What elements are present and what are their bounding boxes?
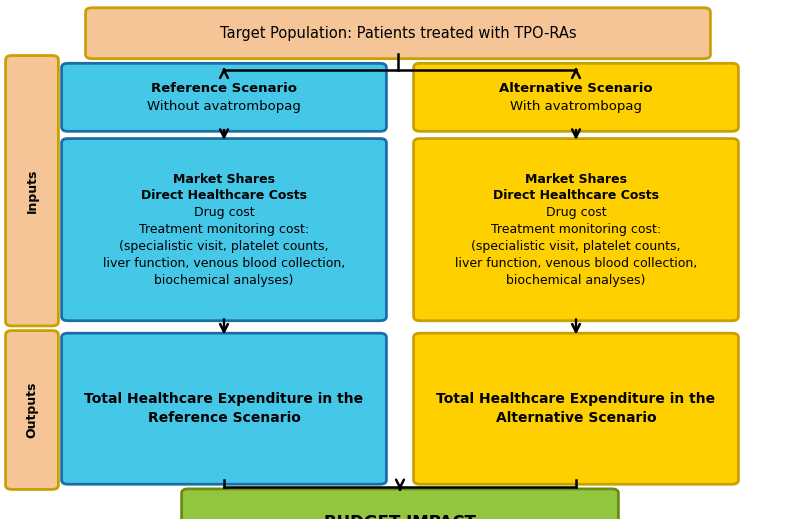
Text: With avatrombopag: With avatrombopag [510,100,642,113]
Text: Reference Scenario: Reference Scenario [151,82,297,95]
Text: Outputs: Outputs [26,382,38,438]
FancyBboxPatch shape [414,139,738,321]
Text: Without avatrombopag: Without avatrombopag [147,100,301,113]
Text: biochemical analyses): biochemical analyses) [506,274,646,287]
Text: Treatment monitoring cost:: Treatment monitoring cost: [139,223,309,236]
Text: Target Population: Patients treated with TPO-RAs: Target Population: Patients treated with… [220,26,576,40]
Text: Inputs: Inputs [26,169,38,213]
Text: Treatment monitoring cost:: Treatment monitoring cost: [491,223,661,236]
Text: Drug cost: Drug cost [546,206,606,220]
FancyBboxPatch shape [6,56,58,326]
Text: Reference Scenario: Reference Scenario [147,411,301,425]
FancyBboxPatch shape [62,139,386,321]
Text: Market Shares: Market Shares [525,172,627,185]
Text: Direct Healthcare Costs: Direct Healthcare Costs [141,189,307,202]
FancyBboxPatch shape [414,333,738,484]
Text: biochemical analyses): biochemical analyses) [154,274,294,287]
FancyBboxPatch shape [62,63,386,131]
Text: (specialistic visit, platelet counts,: (specialistic visit, platelet counts, [119,240,329,253]
FancyBboxPatch shape [62,333,386,484]
Text: Total Healthcare Expenditure in the: Total Healthcare Expenditure in the [85,392,363,406]
Text: liver function, venous blood collection,: liver function, venous blood collection, [455,257,697,270]
FancyBboxPatch shape [6,331,58,489]
Text: liver function, venous blood collection,: liver function, venous blood collection, [103,257,345,270]
FancyBboxPatch shape [414,63,738,131]
FancyBboxPatch shape [182,489,618,519]
Text: Alternative Scenario: Alternative Scenario [499,82,653,95]
Text: Alternative Scenario: Alternative Scenario [496,411,656,425]
Text: Drug cost: Drug cost [194,206,254,220]
FancyBboxPatch shape [86,8,710,59]
Text: BUDGET IMPACT: BUDGET IMPACT [324,514,476,519]
Text: Direct Healthcare Costs: Direct Healthcare Costs [493,189,659,202]
Text: Market Shares: Market Shares [173,172,275,185]
Text: (specialistic visit, platelet counts,: (specialistic visit, platelet counts, [471,240,681,253]
Text: Total Healthcare Expenditure in the: Total Healthcare Expenditure in the [437,392,715,406]
